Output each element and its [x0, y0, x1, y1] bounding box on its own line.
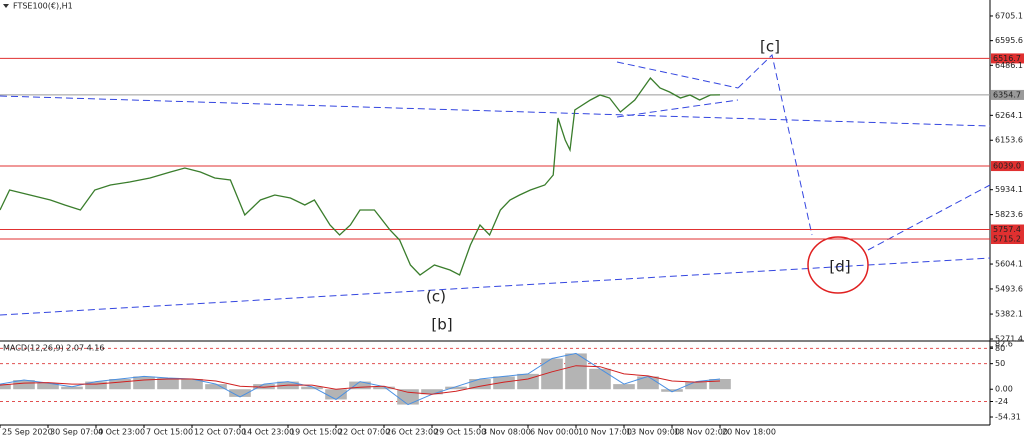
histogram-bar	[325, 389, 347, 400]
histogram-bar	[205, 384, 227, 390]
y-tick-label: 6486.1	[995, 61, 1023, 70]
histogram-bar	[469, 379, 491, 390]
histogram-bar	[685, 381, 707, 390]
x-tick-label: 29 Oct 15:00	[434, 428, 486, 437]
y-tick-label: 5271.4	[995, 335, 1023, 344]
wave-label: [d]	[829, 258, 850, 276]
x-tick-label: 14 Oct 23:00	[242, 428, 294, 437]
wave-label: [c]	[760, 38, 780, 56]
x-tick-label: 18 Nov 02:00	[674, 428, 728, 437]
histogram-bar	[301, 386, 323, 390]
histogram-bar	[253, 384, 275, 390]
trendline	[616, 61, 739, 89]
price-level-label: 6039.0	[993, 162, 1021, 171]
price-level-label: 5757.4	[993, 225, 1021, 234]
histogram-bar	[421, 389, 443, 395]
y-tick-label: 6595.6	[995, 36, 1023, 45]
histogram-bar	[517, 373, 539, 390]
histogram-bar	[0, 384, 11, 390]
histogram-bar	[373, 386, 395, 390]
y-tick-label: -24	[995, 397, 1008, 406]
histogram-bar	[709, 379, 731, 390]
histogram-bar	[157, 377, 179, 390]
x-tick-label: 20 Nov 18:00	[722, 428, 776, 437]
price-level-tag	[991, 89, 1024, 100]
wave-label: [b]	[431, 316, 452, 334]
x-tick-label: 10 Nov 17:00	[578, 428, 632, 437]
y-tick-label: 50	[995, 359, 1005, 368]
y-tick-label: 6153.6	[995, 136, 1023, 145]
wave-label: (c)	[426, 288, 446, 306]
x-tick-label: 22 Oct 07:00	[338, 428, 390, 437]
histogram-bar	[565, 353, 587, 390]
y-tick-label: 5823.6	[995, 210, 1023, 219]
indicator-title: MACD(12,26,9) 2.07 4.16	[3, 344, 104, 353]
trendline	[0, 257, 991, 316]
x-tick-label: 30 Sep 07:00	[50, 428, 103, 437]
y-tick-label: 6705.1	[995, 11, 1023, 20]
price-level-label: 6516.7	[993, 54, 1021, 63]
x-tick-label: 26 Oct 23:00	[386, 428, 438, 437]
price-level-tag	[991, 224, 1024, 235]
y-tick-label: -54.31	[995, 412, 1021, 421]
histogram-bar	[349, 381, 371, 390]
price-level-label: 6354.7	[993, 90, 1021, 99]
price-line	[0, 76, 721, 276]
y-tick-label: 82.6	[995, 339, 1013, 348]
wave-path	[737, 54, 813, 236]
trendlines	[0, 54, 991, 316]
histogram-bar	[661, 389, 683, 392]
x-tick-label: 19 Oct 15:00	[290, 428, 342, 437]
y-tick-label: 5382.1	[995, 310, 1023, 319]
histogram-bar	[181, 379, 203, 390]
y-tick-label: 5493.6	[995, 284, 1023, 293]
target-circle	[807, 236, 869, 294]
histogram-bar	[397, 389, 419, 405]
price-level-label: 5715.2	[993, 235, 1021, 244]
x-tick-label: 6 Nov 00:00	[530, 428, 579, 437]
y-tick-label: 5934.1	[995, 185, 1023, 194]
x-tick-label: 4 Oct 23:00	[98, 428, 145, 437]
y-tick-label: 0.00	[995, 385, 1013, 394]
histogram-bar	[85, 381, 107, 390]
trendline	[0, 95, 991, 127]
x-tick-label: 25 Sep 2020	[2, 428, 53, 437]
price-level-tag	[991, 53, 1024, 64]
y-tick-label: 80	[995, 344, 1005, 353]
y-tick-label: 5604.1	[995, 260, 1023, 269]
y-tick-label: 6264.1	[995, 111, 1023, 120]
histogram-bar	[229, 389, 251, 397]
histogram-bar	[61, 386, 83, 390]
histogram-bar	[493, 376, 515, 390]
histogram-bar	[613, 384, 635, 390]
x-tick-label: 7 Oct 15:00	[146, 428, 193, 437]
histogram-bar	[109, 379, 131, 390]
histogram-bar	[13, 380, 35, 390]
chart-title: FTSE100(€),H1	[13, 2, 73, 11]
price-level-tag	[991, 161, 1024, 172]
trendline	[616, 99, 739, 118]
histogram-bar	[589, 368, 611, 390]
indicator-line	[0, 365, 721, 395]
histogram-bar	[541, 358, 563, 390]
histogram-bar	[133, 376, 155, 390]
price-level-tag	[991, 234, 1024, 245]
x-tick-label: 12 Oct 07:00	[194, 428, 246, 437]
x-tick-label: 13 Nov 09:00	[626, 428, 680, 437]
histogram-bar	[37, 383, 59, 390]
indicator-line	[0, 352, 721, 406]
x-tick-label: 3 Nov 08:00	[482, 428, 531, 437]
histogram-bar	[445, 386, 467, 390]
menu-arrow[interactable]	[3, 4, 9, 8]
